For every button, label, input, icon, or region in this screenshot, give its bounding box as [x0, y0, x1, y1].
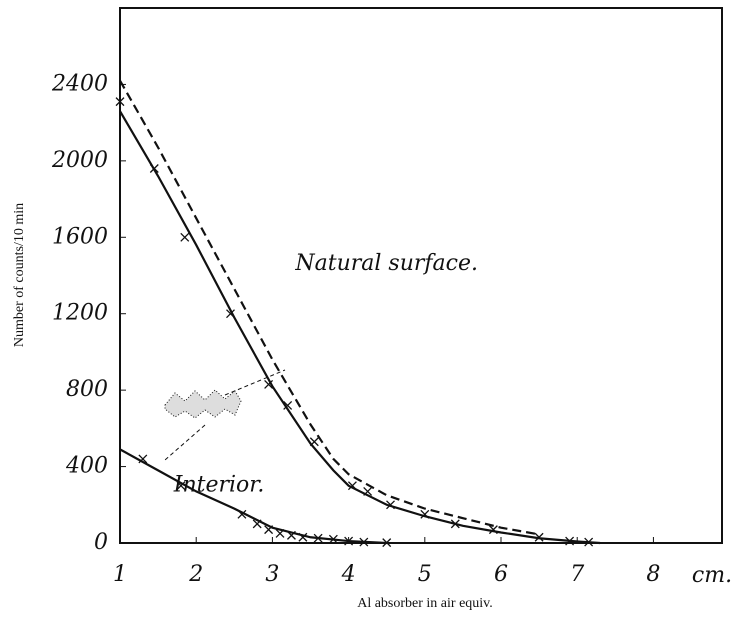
x-tick-label: 5 [418, 562, 432, 587]
x-tick-label: 8 [646, 562, 660, 587]
y-tick-label: 800 [66, 377, 108, 402]
plot-frame [119, 7, 723, 544]
y-tick-label: 1200 [52, 301, 108, 326]
sketch-arrow [164, 424, 206, 461]
data-point [176, 481, 186, 491]
data-point [180, 232, 190, 242]
data-point [344, 536, 354, 546]
sketch-body [164, 389, 242, 419]
data-point [264, 525, 274, 535]
data-point [386, 500, 395, 510]
x-tick-label: 7 [570, 562, 584, 587]
data-point [237, 509, 247, 519]
y-tick-label: 0 [94, 530, 108, 555]
inset-sketch [164, 369, 286, 461]
data-point [275, 528, 285, 538]
data-point [450, 519, 460, 529]
y-tick-label: 400 [65, 454, 108, 479]
y-tick-label: 2400 [51, 71, 108, 96]
y-tick-label: 2000 [51, 148, 108, 173]
annotation: Interior. [173, 473, 265, 498]
data-point [420, 509, 430, 519]
data-point [488, 525, 498, 535]
x-tick-label: 1 [113, 562, 127, 587]
annotation: Natural surface. [294, 251, 478, 276]
curve [119, 80, 540, 536]
data-point [283, 400, 293, 410]
data-point [252, 519, 262, 529]
data-point [226, 309, 235, 319]
data-point [264, 379, 274, 389]
curve [119, 448, 387, 545]
data-point [149, 164, 159, 173]
data-point [309, 437, 319, 447]
y-tick-label: 1600 [52, 224, 108, 249]
data-point [359, 537, 369, 547]
x-tick-label: 3 [265, 562, 279, 587]
data-point [534, 532, 544, 542]
x-unit: cm. [692, 563, 732, 588]
curve [119, 110, 601, 545]
data-point [584, 537, 594, 547]
x-tick-label: 4 [341, 562, 356, 587]
x-axis-label: Al absorber in air equiv. [357, 596, 493, 611]
y-axis-label: Number of counts/10 min [12, 203, 27, 347]
x-tick-label: 6 [494, 562, 508, 587]
data-point [565, 536, 575, 546]
data-point [313, 533, 323, 543]
data-point [363, 486, 373, 496]
data-point [138, 454, 148, 464]
sketch-arrow [224, 369, 286, 396]
data-point [328, 534, 338, 544]
x-tick-label: 2 [188, 562, 203, 587]
data-point [347, 481, 357, 491]
data-point [298, 532, 308, 542]
data-point [115, 97, 125, 107]
data-point [382, 538, 392, 548]
data-point [286, 530, 296, 540]
